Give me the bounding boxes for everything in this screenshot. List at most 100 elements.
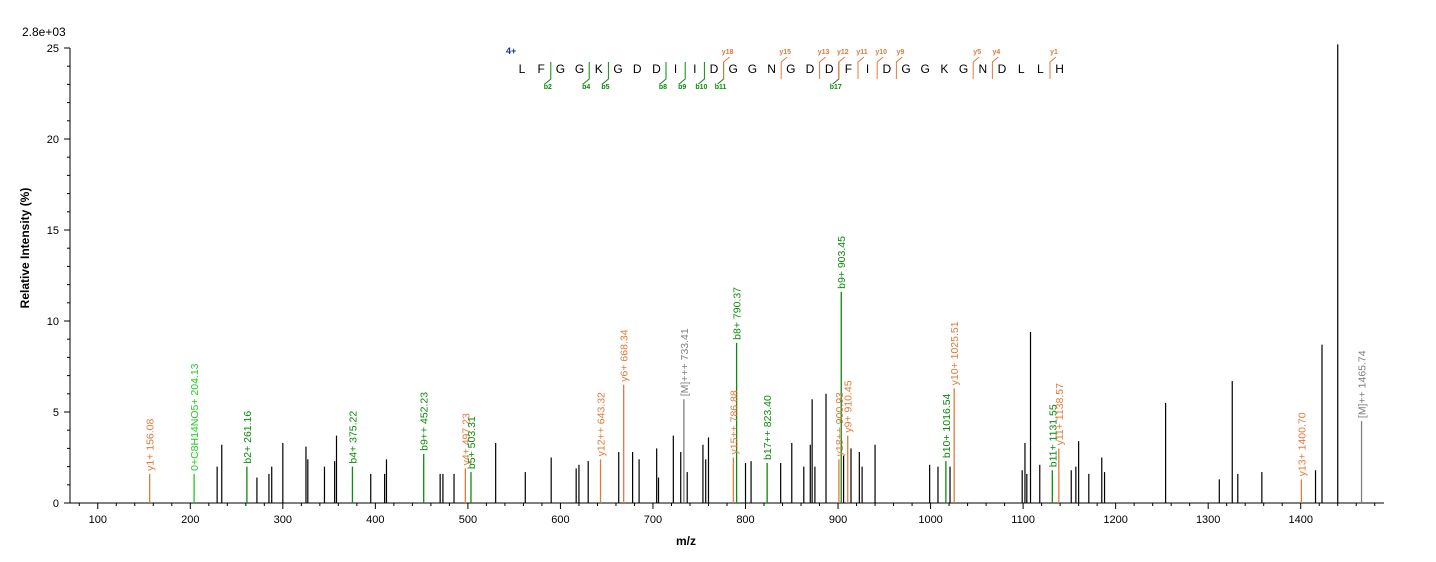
- peak-label: b2+ 261.16: [242, 411, 254, 464]
- y-ion-marker: [895, 56, 903, 79]
- y-ion-marker: [780, 56, 788, 79]
- sequence-residue: G: [748, 62, 757, 76]
- y-ion-label: y10: [875, 49, 887, 56]
- sequence-residue: H: [1055, 62, 1064, 76]
- y-tick-label: 5: [53, 407, 59, 419]
- peak-label: b5+ 503.31: [466, 416, 478, 469]
- y-tick-label: 20: [47, 134, 59, 146]
- sequence-residue: L: [519, 62, 526, 76]
- sequence-residue: G: [921, 62, 930, 76]
- sequence-residue: N: [978, 62, 987, 76]
- y-ion-marker: [857, 56, 865, 79]
- y-ion-label: y4: [993, 49, 1001, 56]
- peaks: [149, 44, 1363, 503]
- sequence-residue: D: [998, 62, 1007, 76]
- x-tick-label: 1400: [1288, 514, 1312, 526]
- y-tick-label: 25: [47, 43, 59, 55]
- sequence-residue: G: [786, 62, 795, 76]
- b-ion-marker: [832, 62, 840, 85]
- peak-label: b17++ 823.40: [762, 395, 774, 460]
- sequence-residue: N: [767, 62, 776, 76]
- axes: 100 200 300 400 500 600 700 800 900 1000 1100 1200 1…: [47, 43, 1384, 526]
- peak-label: y6+ 668.34: [619, 329, 631, 381]
- peak-label: [M]+++ 733.41: [679, 328, 691, 396]
- peak-labels: y1+ 156.08 0+C8H14NO5+ 204.13 b2+ 261.16 b4…: [145, 236, 1369, 476]
- sequence-residue: D: [710, 62, 719, 76]
- sequence-residue: K: [940, 62, 948, 76]
- y-ion-marker: [819, 56, 826, 79]
- sequence-residue: L: [1018, 62, 1025, 76]
- x-tick-label: 100: [89, 514, 107, 526]
- y-ion-label: y11: [856, 49, 867, 56]
- y-ion-marker: [723, 56, 730, 79]
- sequence-residue: D: [633, 62, 642, 76]
- b-ion-label: b8: [659, 84, 667, 91]
- sequence-residue: G: [556, 62, 565, 76]
- peak-label: y1+ 156.08: [145, 418, 157, 470]
- sequence-residue: I: [866, 62, 869, 76]
- peak-label: y9+ 910.45: [843, 380, 855, 432]
- sequence-residue: D: [882, 62, 891, 76]
- y-ion-label: y13: [818, 49, 830, 56]
- b-ion-marker: [678, 62, 686, 85]
- x-tick-label: 800: [736, 514, 754, 526]
- sequence-residue: L: [1037, 62, 1044, 76]
- y-ion-label: y12: [837, 49, 849, 56]
- y-ion-label: y18: [722, 49, 734, 56]
- sequence-residue: F: [538, 62, 545, 76]
- y-axis-title: Relative Intensity (%): [18, 188, 32, 309]
- peak-label: b9++ 452.23: [419, 392, 431, 451]
- y-ion-label: y15: [779, 49, 791, 56]
- x-tick-label: 1000: [918, 514, 942, 526]
- b-ion-label: b17: [830, 84, 842, 91]
- x-tick-label: 1200: [1103, 514, 1127, 526]
- sequence-residue: G: [729, 62, 738, 76]
- x-tick-label: 1300: [1196, 514, 1220, 526]
- y-ion-marker: [972, 56, 980, 79]
- b-ion-marker: [717, 62, 725, 85]
- b-ion-marker: [544, 62, 552, 85]
- b-ion-label: b2: [544, 84, 552, 91]
- peak-label: b4+ 375.22: [347, 411, 359, 464]
- b-ion-marker: [582, 62, 590, 85]
- peak-label: y18++ 900.93: [834, 392, 846, 456]
- peak-label: y15++ 786.88: [728, 390, 740, 454]
- peak-label: b11+ 1131.55: [1047, 404, 1059, 467]
- b-ion-marker: [659, 62, 667, 85]
- x-tick-label: 600: [551, 514, 569, 526]
- sequence-residue: K: [595, 62, 603, 76]
- charge-state-label: 4+: [506, 46, 516, 56]
- y-ion-label: y9: [897, 49, 905, 56]
- peak-label: y11+ 1138.57: [1054, 383, 1066, 446]
- peak-label: 0+C8H14NO5+ 204.13: [189, 363, 201, 471]
- sequence-residue: I: [674, 62, 677, 76]
- peak-label: y12++ 643.32: [596, 392, 608, 456]
- x-tick-label: 900: [829, 514, 847, 526]
- x-tick-label: 200: [181, 514, 199, 526]
- sequence-residue: F: [845, 62, 852, 76]
- y-tick-label: 10: [47, 316, 59, 328]
- sequence-residue: D: [806, 62, 815, 76]
- x-axis-title: m/z: [676, 534, 696, 548]
- x-tick-label: 300: [274, 514, 292, 526]
- x-tick-label: 500: [459, 514, 477, 526]
- y-tick-label: 0: [53, 498, 59, 510]
- y-ion-marker: [991, 56, 999, 79]
- b-ion-marker: [602, 62, 609, 85]
- b-ion-label: b4: [582, 84, 590, 91]
- sequence-residue: D: [825, 62, 834, 76]
- peak-label: b10+ 1016.54: [941, 393, 953, 458]
- peak-label: [M]++ 1465.74: [1357, 350, 1369, 418]
- y-ion-marker: [838, 56, 846, 79]
- x-tick-label: 700: [644, 514, 662, 526]
- peak-label: y10+ 1025.51: [949, 321, 961, 385]
- peak-label: y4+ 497.23: [460, 413, 472, 465]
- sequence-residue: G: [575, 62, 584, 76]
- x-tick-label: 400: [366, 514, 384, 526]
- intensity-scale-label: 2.8e+03: [22, 25, 66, 39]
- x-tick-label: 1100: [1011, 514, 1035, 526]
- b-ion-label: b11: [715, 84, 727, 91]
- sequence-residue: I: [693, 62, 696, 76]
- y-ion-label: y1: [1050, 49, 1058, 56]
- peak-label: y13+ 1400.70: [1296, 412, 1308, 476]
